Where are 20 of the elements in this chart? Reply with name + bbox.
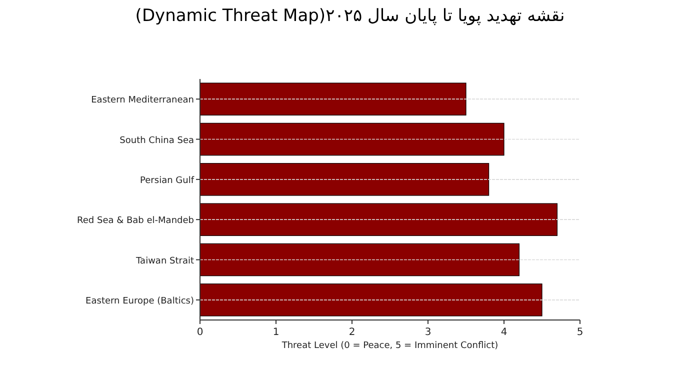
bar bbox=[200, 284, 542, 316]
y-tick-label: Persian Gulf bbox=[140, 176, 195, 186]
y-tick-label: Eastern Europe (Baltics) bbox=[86, 296, 194, 306]
x-tick-label: 2 bbox=[348, 327, 356, 338]
x-tick-label: 3 bbox=[424, 327, 432, 338]
bar bbox=[200, 163, 490, 196]
bar bbox=[200, 243, 520, 276]
bar bbox=[200, 122, 504, 156]
x-tick-label: 5 bbox=[576, 327, 584, 338]
x-axis-title: Threat Level (0 = Peace, 5 = Imminent Conflict) bbox=[280, 341, 498, 351]
x-tick-label: 4 bbox=[500, 327, 508, 338]
chart-title: نقشه تهدید پویا تا پایان سال ۲۰۲۵(Dynamic Threat Map) bbox=[134, 6, 566, 26]
y-tick-label: Red Sea & Bab el-Mandeb bbox=[77, 216, 194, 226]
x-tick-label: 1 bbox=[272, 327, 280, 338]
y-tick-label: Taiwan Strait bbox=[135, 256, 194, 266]
y-tick-label: Eastern Mediterranean bbox=[91, 96, 194, 106]
x-tick-label: 0 bbox=[196, 327, 204, 338]
bar bbox=[200, 82, 466, 116]
bar bbox=[200, 203, 558, 236]
y-tick-label: South China Sea bbox=[120, 136, 194, 146]
